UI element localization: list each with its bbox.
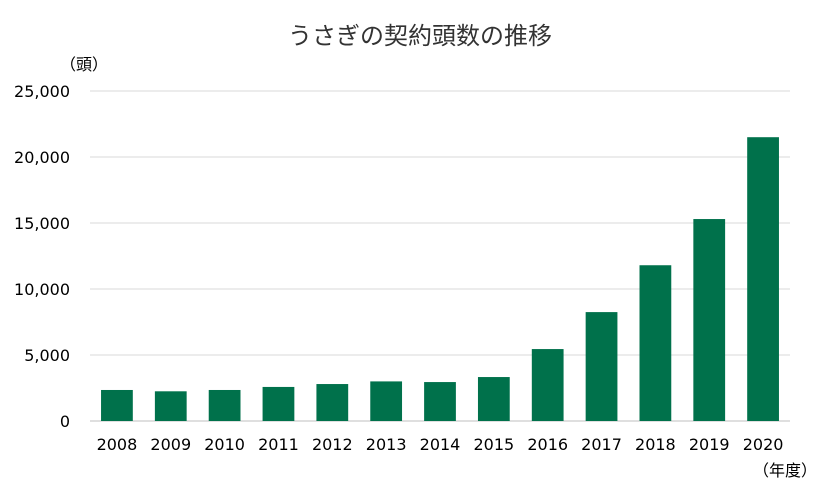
bar-2014 <box>424 382 456 421</box>
x-tick-label: 2010 <box>204 435 245 454</box>
bar-2011 <box>262 386 295 421</box>
bar-2008 <box>101 389 133 421</box>
gridlines <box>90 90 790 422</box>
bar-2009 <box>154 391 187 421</box>
bar-2019 <box>693 219 726 421</box>
x-axis-ticks: 2008 2009 2010 2011 2012 2013 2014 2015 2016 2017… <box>97 435 784 454</box>
y-tick-label: 15,000 <box>14 214 70 233</box>
y-tick-label: 25,000 <box>14 82 70 101</box>
bar-2013 <box>370 381 403 421</box>
chart-title: うさぎの契約頭数の推移 <box>288 22 552 50</box>
x-tick-label: 2018 <box>635 435 676 454</box>
y-axis-ticks: 0 5,000 10,000 15,000 20,000 25,000 <box>14 82 70 431</box>
y-tick-label: 5,000 <box>24 346 70 365</box>
bar-2015 <box>477 377 510 421</box>
bar-2012 <box>316 384 349 421</box>
x-tick-label: 2015 <box>473 435 514 454</box>
x-tick-label: 2019 <box>689 435 730 454</box>
y-tick-label: 10,000 <box>14 280 70 299</box>
x-tick-label: 2014 <box>420 435 461 454</box>
y-axis-unit-label: （頭） <box>60 55 108 74</box>
x-tick-label: 2017 <box>581 435 622 454</box>
bar-2018 <box>639 265 672 421</box>
x-axis-unit-label: （年度） <box>753 461 817 480</box>
bars <box>101 137 779 421</box>
y-tick-label: 0 <box>60 412 70 431</box>
bar-2016 <box>531 349 564 421</box>
x-tick-label: 2011 <box>258 435 299 454</box>
x-tick-label: 2020 <box>743 435 784 454</box>
x-tick-label: 2013 <box>366 435 407 454</box>
x-tick-label: 2016 <box>527 435 568 454</box>
x-tick-label: 2009 <box>150 435 191 454</box>
bar-2017 <box>585 312 618 421</box>
bar-2010 <box>208 389 241 421</box>
x-tick-label: 2012 <box>312 435 353 454</box>
bar-2020 <box>747 137 779 421</box>
y-tick-label: 20,000 <box>14 148 70 167</box>
x-tick-label: 2008 <box>97 435 138 454</box>
